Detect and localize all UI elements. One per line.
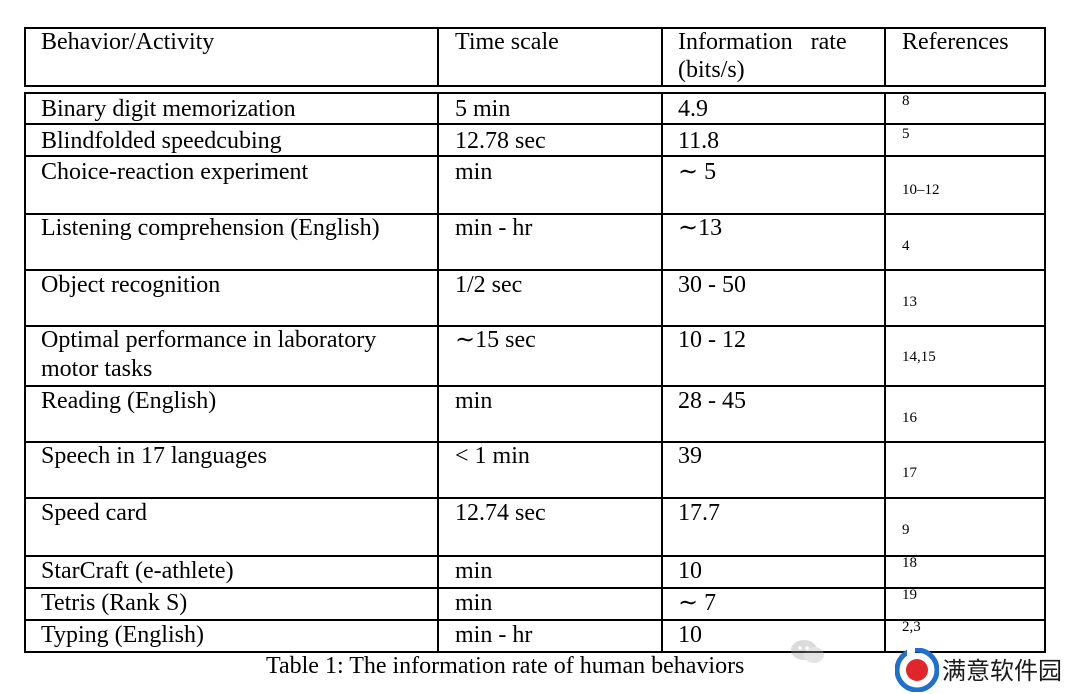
table-cell: Speed card: [41, 500, 147, 526]
table-cell: ∼ 5: [678, 159, 717, 185]
table-cell: Blindfolded speedcubing: [41, 128, 282, 154]
reference-cell: 17: [902, 465, 917, 481]
header-information-rate-unit: (bits/s): [678, 57, 745, 83]
watermark-text: 满意软件园: [942, 657, 1062, 685]
table-cell: 12.74 sec: [455, 500, 546, 526]
table-cell: 30 - 50: [678, 272, 746, 298]
table-cell: 10: [678, 622, 702, 648]
reference-cell: 4: [902, 238, 910, 254]
table-cell: 1/2 sec: [455, 272, 523, 298]
table-cell: 5 min: [455, 96, 511, 122]
table-cell: min: [455, 388, 493, 414]
table-cell: min: [455, 558, 493, 584]
reference-cell: 16: [902, 410, 917, 426]
row-rule: [24, 441, 1046, 443]
table-cell: Reading (English): [41, 388, 217, 414]
row-rule: [24, 587, 1046, 589]
col-rule: [24, 92, 26, 653]
header-references: References: [902, 29, 1009, 55]
circle-logo-icon: [895, 648, 939, 692]
table-cell: min - hr: [455, 622, 533, 648]
table-cell: 10: [678, 558, 702, 584]
table-top-rule: [24, 27, 1046, 29]
table-cell: 11.8: [678, 128, 720, 154]
table-cell: 4.9: [678, 96, 708, 122]
col-rule: [24, 27, 26, 87]
table-cell: Typing (English): [41, 622, 204, 648]
table-cell: ∼ 7: [678, 590, 717, 616]
reference-cell: 8: [902, 93, 910, 109]
reference-cell: 2,3: [902, 619, 921, 635]
table-cell: 12.78 sec: [455, 128, 546, 154]
col-rule: [1044, 92, 1046, 653]
row-rule: [24, 269, 1046, 271]
table-cell: 17.7: [678, 500, 720, 526]
table-cell: Binary digit memorization: [41, 96, 296, 122]
table-cell: min - hr: [455, 215, 533, 241]
row-rule: [24, 325, 1046, 327]
behavior-info-rate-table: Behavior/Activity Time scale Information…: [24, 27, 1046, 653]
row-rule: [24, 155, 1046, 157]
col-rule: [661, 27, 663, 87]
col-rule: [884, 27, 886, 87]
col-rule: [661, 92, 663, 653]
header-rule: [24, 85, 1046, 87]
reference-cell: 19: [902, 587, 917, 603]
table-cell: Speech in 17 languages: [41, 443, 267, 469]
table-cell: StarCraft (e-athlete): [41, 558, 234, 584]
reference-cell: 14,15: [902, 349, 936, 365]
header-behavior: Behavior/Activity: [41, 29, 215, 55]
row-rule: [24, 385, 1046, 387]
reference-cell: 9: [902, 522, 910, 538]
table-cell: < 1 min: [455, 443, 530, 469]
row-rule: [24, 555, 1046, 557]
row-rule: [24, 213, 1046, 215]
table-cell: min: [455, 590, 493, 616]
header-time-scale: Time scale: [455, 29, 559, 55]
col-rule: [884, 92, 886, 653]
table-cell: Tetris (Rank S): [41, 590, 188, 616]
table-cell: 28 - 45: [678, 388, 746, 414]
row-rule: [24, 619, 1046, 621]
table-cell: Choice-reaction experiment: [41, 159, 309, 185]
reference-cell: 13: [902, 294, 917, 310]
table-cell: 10 - 12: [678, 327, 746, 353]
reference-cell: 5: [902, 126, 910, 142]
reference-cell: 10–12: [902, 182, 940, 198]
row-rule: [24, 123, 1046, 125]
table-cell: Listening comprehension (English): [41, 215, 380, 241]
table-cell: Optimal performance in laboratory: [41, 327, 377, 353]
wechat-icon: [791, 640, 824, 663]
table-cell: Object recognition: [41, 272, 221, 298]
table-cell: ∼15 sec: [455, 327, 536, 353]
table-caption: Table 1: The information rate of human b…: [266, 653, 745, 679]
col-rule: [437, 92, 439, 653]
row-rule: [24, 497, 1046, 499]
header-information-rate: Information rate: [678, 29, 847, 55]
table-cell: ∼13: [678, 215, 723, 241]
table-cell: motor tasks: [41, 356, 153, 382]
reference-cell: 18: [902, 555, 917, 571]
table-bottom-rule: [24, 651, 1046, 653]
header-rule: [24, 92, 1046, 94]
table-cell: min: [455, 159, 493, 185]
col-rule: [1044, 27, 1046, 87]
table-cell: 39: [678, 443, 702, 469]
col-rule: [437, 27, 439, 87]
